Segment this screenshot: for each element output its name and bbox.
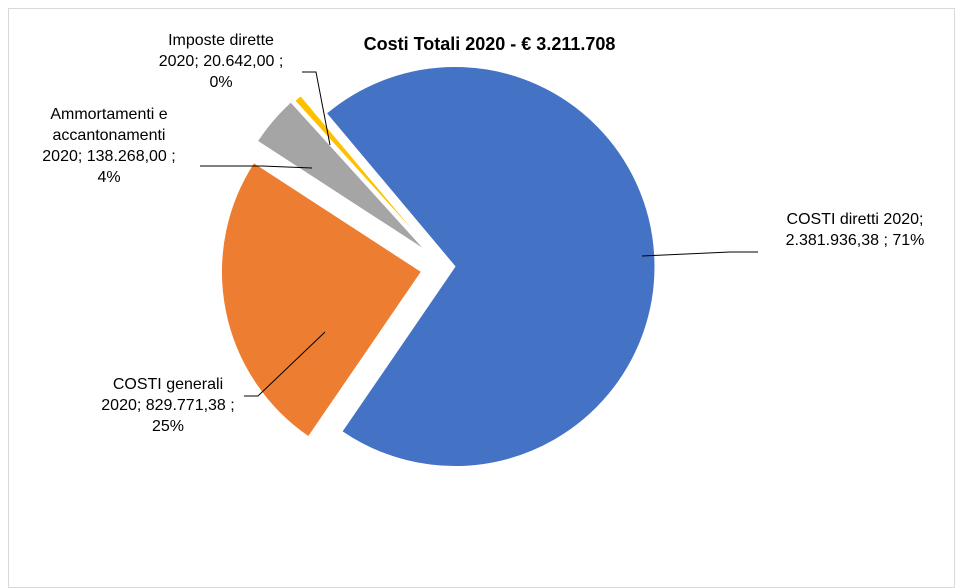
leader-costi-diretti xyxy=(641,251,758,257)
label-line: accantonamenti xyxy=(52,127,166,144)
label-line: Ammortamenti e xyxy=(50,106,168,123)
label-costi-generali: COSTI generali 2020; 829.771,38 ; 25% xyxy=(68,374,268,437)
slice-costi-diretti xyxy=(325,66,656,467)
label-line: COSTI diretti 2020; xyxy=(786,211,924,228)
label-line: 2020; 829.771,38 ; xyxy=(101,397,235,414)
slice-ammortamenti xyxy=(256,101,426,251)
label-ammortamenti: Ammortamenti e accantonamenti 2020; 138.26… xyxy=(14,104,204,188)
slice-costi-generali xyxy=(220,161,423,438)
label-line: 4% xyxy=(97,169,121,186)
label-line: 2020; 138.268,00 ; xyxy=(42,148,176,165)
label-line: COSTI generali xyxy=(112,376,224,393)
leader-ammortamenti xyxy=(200,165,313,169)
leader-costi-generali xyxy=(244,331,326,397)
label-imposte-dirette: Imposte dirette 2020; 20.642,00 ; 0% xyxy=(136,30,306,93)
leader-imposte-dirette xyxy=(302,71,331,146)
label-costi-diretti: COSTI diretti 2020; 2.381.936,38 ; 71% xyxy=(760,209,950,251)
label-line: 0% xyxy=(209,74,233,91)
chart-title: Costi Totali 2020 - € 3.211.708 xyxy=(363,34,616,54)
label-line: 2020; 20.642,00 ; xyxy=(158,53,284,70)
label-line: 25% xyxy=(151,418,185,435)
label-line: Imposte dirette xyxy=(168,32,274,49)
slice-imposte-dirette xyxy=(294,95,430,250)
label-line: 2.381.936,38 ; 71% xyxy=(785,232,925,249)
